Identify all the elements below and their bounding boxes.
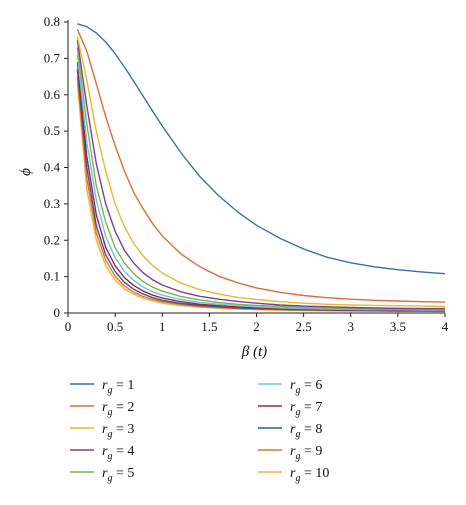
series-line-2 [76, 29, 446, 303]
x-tick-label: 3 [348, 319, 355, 334]
y-tick-label: 0.4 [44, 160, 61, 175]
x-tick-label: 0 [65, 319, 72, 334]
x-tick-label: 3.5 [390, 319, 406, 334]
series-line-9 [76, 76, 445, 312]
legend-item-7: rg = 7 [258, 400, 322, 418]
y-tick-label: 0.6 [44, 87, 61, 102]
legend-item-8: rg = 8 [258, 422, 322, 440]
x-tick-label: 1.5 [201, 319, 217, 334]
x-tick-label: 2 [253, 319, 260, 334]
legend-label: rg = 8 [290, 422, 322, 440]
plot-lines [76, 23, 446, 313]
x-tick-label: 4 [442, 319, 449, 334]
legend-label: rg = 7 [290, 400, 322, 418]
y-tick-label: 0.1 [44, 269, 60, 284]
x-tick-label: 1 [159, 319, 166, 334]
y-tick-label: 0.2 [44, 232, 60, 247]
y-tick-label: 0.3 [44, 196, 60, 211]
legend-label: rg = 10 [290, 466, 329, 484]
y-tick-label: 0.7 [44, 50, 61, 65]
legend-label: rg = 3 [102, 422, 134, 440]
y-tick-label: 0.8 [44, 14, 60, 29]
legend-label: rg = 4 [102, 444, 134, 462]
legend-label: rg = 9 [290, 444, 322, 462]
x-tick-label: 0.5 [107, 319, 123, 334]
series-line-6 [76, 54, 445, 311]
legend: rg = 1 rg = 2 rg = 3 rg = 4 rg = 5 rg = 6 rg =… [70, 378, 329, 484]
series-line-10 [76, 83, 446, 313]
legend-item-1: rg = 1 [70, 378, 134, 396]
series-line-3 [76, 36, 446, 308]
ticks: 0 0.5 1 1.5 2 2.5 3 3.5 4 0 0.1 0.2 0.3 0.4 0.5 0.6 0.7 0… [44, 14, 449, 334]
legend-label: rg = 5 [102, 466, 134, 484]
legend-label: rg = 2 [102, 400, 134, 418]
legend-item-10: rg = 10 [258, 466, 329, 484]
legend-item-5: rg = 5 [70, 466, 134, 484]
legend-item-2: rg = 2 [70, 400, 134, 418]
series-line-4 [76, 40, 445, 310]
x-axis-title: β (t) [241, 344, 267, 360]
legend-item-9: rg = 9 [258, 444, 322, 462]
legend-item-3: rg = 3 [70, 422, 134, 440]
y-tick-label: 0 [54, 305, 61, 320]
legend-label: rg = 1 [102, 378, 134, 396]
x-tick-label: 2.5 [296, 319, 312, 334]
series-line-1 [77, 23, 446, 275]
legend-label: rg = 6 [290, 378, 322, 396]
y-tick-label: 0.5 [44, 123, 60, 138]
legend-item-6: rg = 6 [258, 378, 322, 396]
series-line-5 [76, 47, 446, 311]
legend-item-4: rg = 4 [70, 444, 134, 462]
y-axis-title: ϕ [18, 168, 34, 176]
